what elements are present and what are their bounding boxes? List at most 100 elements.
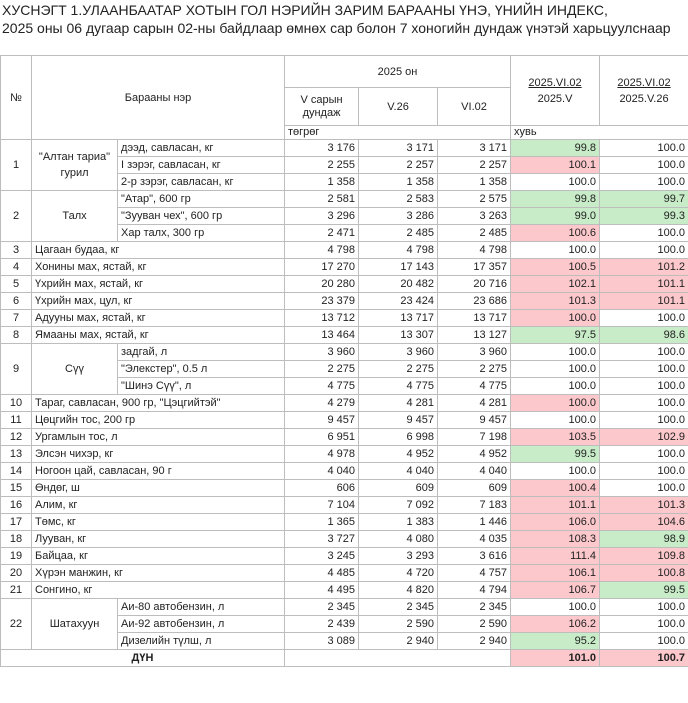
price-vi02: 4 798: [437, 241, 512, 259]
item-group: "Алтан тариа" гурил: [31, 139, 118, 191]
index-vs-v26: 100.0: [599, 462, 688, 480]
header-index-1-top: 2025.VI.02: [528, 76, 582, 89]
index-vs-may: 100.5: [510, 258, 601, 276]
table-subtitle: 2025 оны 06 дугаар сарын 02-ны байдлаар …: [2, 20, 671, 36]
total-index-vs-v26: 100.7: [599, 649, 688, 667]
price-may-avg: 3 089: [284, 632, 360, 650]
price-vi02: 1 358: [437, 173, 512, 191]
table-row: 20 Хүрэн манжин, кг 4 485 4 720 4 757 106.1 10…: [0, 564, 688, 582]
price-may-avg: 3 245: [284, 547, 360, 565]
price-v26: 2 940: [358, 632, 439, 650]
index-vs-may: 99.8: [510, 190, 601, 208]
index-vs-v26: 100.0: [599, 615, 688, 633]
header-index-2-top: 2025.VI.02: [617, 76, 671, 89]
price-may-avg: 3 176: [284, 139, 360, 157]
item-subname: Дизелийн түлш, л: [116, 632, 286, 650]
index-vs-v26: 100.0: [599, 360, 688, 378]
price-v26: 4 040: [358, 462, 439, 480]
price-vi02: 17 357: [437, 258, 512, 276]
row-number: 10: [0, 394, 32, 412]
price-vi02: 23 686: [437, 292, 512, 310]
price-v26: 3 960: [358, 343, 439, 361]
price-vi02: 13 717: [437, 309, 512, 327]
price-v26: 13 307: [358, 326, 439, 344]
index-vs-may: 106.7: [510, 581, 601, 599]
row-number: 15: [0, 479, 32, 497]
price-vi02: 4 952: [437, 445, 512, 463]
header-index-1-bottom: 2025.V: [537, 92, 573, 105]
index-vs-may: 106.0: [510, 513, 601, 531]
item-name: Элсэн чихэр, кг: [30, 445, 286, 463]
price-may-avg: 4 978: [284, 445, 360, 463]
table-row: 2 Талх "Атар", 600 гр 2 581 2 583 2 575 99.8 99…: [0, 190, 688, 242]
price-vi02: 9 457: [437, 411, 512, 429]
table-row: 19 Байцаа, кг 3 245 3 293 3 616 111.4 109.8: [0, 547, 688, 565]
price-v26: 1 383: [358, 513, 439, 531]
price-v26: 2 590: [358, 615, 439, 633]
price-may-avg: 13 464: [284, 326, 360, 344]
price-v26: 4 952: [358, 445, 439, 463]
index-vs-v26: 98.9: [599, 530, 688, 548]
item-subname: 2-р зэрэг, савласан, кг: [116, 173, 286, 191]
price-v26: 3 293: [358, 547, 439, 565]
price-may-avg: 2 439: [284, 615, 360, 633]
index-vs-v26: 100.0: [599, 343, 688, 361]
item-name: Хонины мах, ястай, кг: [30, 258, 286, 276]
row-number: 3: [0, 241, 32, 259]
index-vs-v26: 99.3: [599, 207, 688, 225]
table-title: ХУСНЭГТ 1.УЛААНБААТАР ХОТЫН ГОЛ НЭРИЙН З…: [2, 2, 608, 18]
price-may-avg: 2 255: [284, 156, 360, 174]
row-number: 4: [0, 258, 32, 276]
item-name: Сонгино, кг: [30, 581, 286, 599]
table-row: 21 Сонгино, кг 4 495 4 820 4 794 106.7 99.5: [0, 581, 688, 599]
header-year: 2025 он: [284, 55, 512, 88]
price-vi02: 2 345: [437, 598, 512, 616]
item-name: Тараг, савласан, 900 гр, "Цэцгийтэй": [30, 394, 286, 412]
item-name: Ургамлын тос, л: [30, 428, 286, 446]
index-vs-v26: 99.7: [599, 190, 688, 208]
price-v26: 4 281: [358, 394, 439, 412]
header-no: №: [0, 55, 32, 140]
price-may-avg: 20 280: [284, 275, 360, 293]
price-vi02: 2 257: [437, 156, 512, 174]
item-group: Шатахуун: [31, 598, 118, 650]
price-may-avg: 4 279: [284, 394, 360, 412]
price-v26: 1 358: [358, 173, 439, 191]
index-vs-v26: 100.0: [599, 241, 688, 259]
item-name: Төмс, кг: [30, 513, 286, 531]
table-row: 5 Үхрийн мах, ястай, кг 20 280 20 482 20 716…: [0, 275, 688, 293]
item-group: Сүү: [31, 343, 118, 395]
price-may-avg: 17 270: [284, 258, 360, 276]
row-number: 2: [0, 190, 32, 242]
price-may-avg: 2 345: [284, 598, 360, 616]
index-vs-may: 102.1: [510, 275, 601, 293]
price-v26: 13 717: [358, 309, 439, 327]
index-vs-may: 100.0: [510, 394, 601, 412]
index-vs-v26: 100.0: [599, 479, 688, 497]
index-vs-may: 100.0: [510, 360, 601, 378]
index-vs-v26: 101.3: [599, 496, 688, 514]
price-v26: 4 720: [358, 564, 439, 582]
price-vi02: 3 171: [437, 139, 512, 157]
table-row: 1 "Алтан тариа" гурил дээд, савласан, кг 3 …: [0, 139, 688, 191]
index-vs-v26: 100.0: [599, 598, 688, 616]
price-vi02: 4 757: [437, 564, 512, 582]
item-name: Хүрэн манжин, кг: [30, 564, 286, 582]
header-index-2: 2025.VI.02 2025.V.26: [599, 55, 688, 126]
index-vs-v26: 100.8: [599, 564, 688, 582]
row-number: 8: [0, 326, 32, 344]
price-v26: 2 485: [358, 224, 439, 242]
item-subname: "Зууван чех", 600 гр: [116, 207, 286, 225]
price-v26: 2 257: [358, 156, 439, 174]
row-number: 1: [0, 139, 32, 191]
row-number: 19: [0, 547, 32, 565]
item-subname: "Шинэ Сүү", л: [116, 377, 286, 395]
price-may-avg: 23 379: [284, 292, 360, 310]
price-vi02: 4 040: [437, 462, 512, 480]
index-vs-may: 99.5: [510, 445, 601, 463]
price-v26: 3 171: [358, 139, 439, 157]
index-vs-may: 99.0: [510, 207, 601, 225]
price-may-avg: 13 712: [284, 309, 360, 327]
row-number: 6: [0, 292, 32, 310]
